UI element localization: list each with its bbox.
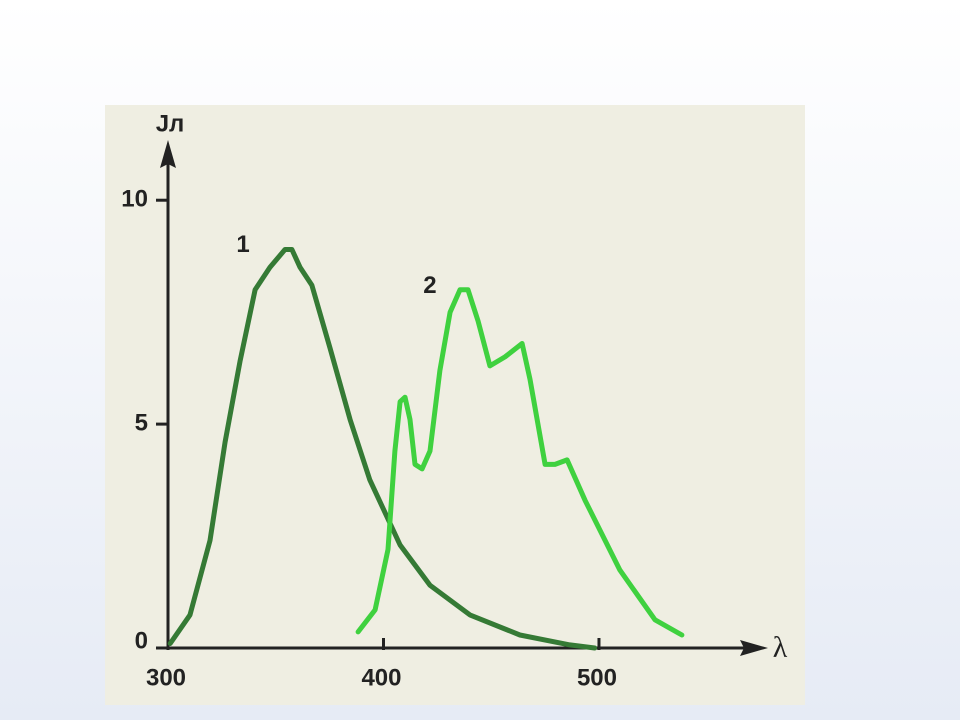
series-line [355, 287, 685, 638]
x-tick-label: 300 [146, 664, 186, 691]
y-tick-label: 5 [135, 409, 148, 436]
series-line [167, 247, 598, 651]
x-tick-label: 400 [361, 664, 401, 691]
x-arrow [740, 640, 768, 656]
x-axis-label: λ [773, 631, 788, 664]
plot-panel [105, 105, 805, 705]
y-axis-label: Jл [156, 110, 185, 137]
x-tick-label: 500 [577, 664, 617, 691]
y-tick-label: 10 [121, 186, 148, 213]
y-tick-label: 0 [135, 627, 148, 654]
curve-label: 2 [423, 272, 436, 299]
y-arrow [160, 140, 176, 168]
curve-label: 1 [236, 231, 249, 258]
